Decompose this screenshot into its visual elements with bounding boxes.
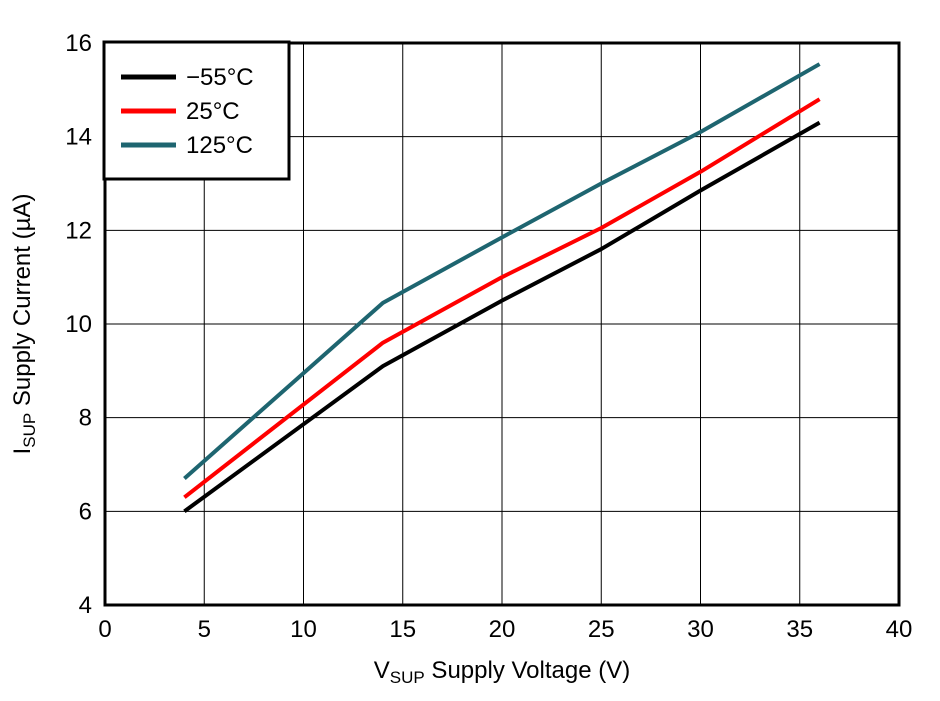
- x-tick-label: 5: [198, 616, 211, 643]
- x-tick-label: 35: [786, 616, 813, 643]
- y-tick-label: 6: [79, 498, 92, 525]
- legend-label-1: 25°C: [186, 98, 240, 125]
- x-tick-label: 20: [489, 616, 516, 643]
- y-tick-label: 16: [65, 30, 92, 57]
- legend-label-0: −55°C: [186, 64, 254, 91]
- y-tick-label: 8: [79, 405, 92, 432]
- x-tick-label: 0: [98, 616, 111, 643]
- x-tick-label: 15: [389, 616, 416, 643]
- y-tick-label: 12: [65, 217, 92, 244]
- y-axis-title: ISUP Supply Current (µA): [9, 194, 39, 455]
- y-tick-label: 10: [65, 311, 92, 338]
- x-tick-label: 25: [588, 616, 615, 643]
- y-tick-label: 4: [79, 592, 92, 619]
- x-axis-title: VSUP Supply Voltage (V): [374, 657, 630, 687]
- x-tick-label: 40: [886, 616, 913, 643]
- plot-border: [103, 41, 901, 607]
- series-line-2: [183, 62, 821, 481]
- series-line-0: [183, 120, 821, 513]
- series-line-1: [183, 97, 821, 499]
- legend-label-2: 125°C: [186, 132, 253, 159]
- x-tick-label: 30: [687, 616, 714, 643]
- x-tick-label: 10: [290, 616, 317, 643]
- y-tick-label: 14: [65, 124, 92, 151]
